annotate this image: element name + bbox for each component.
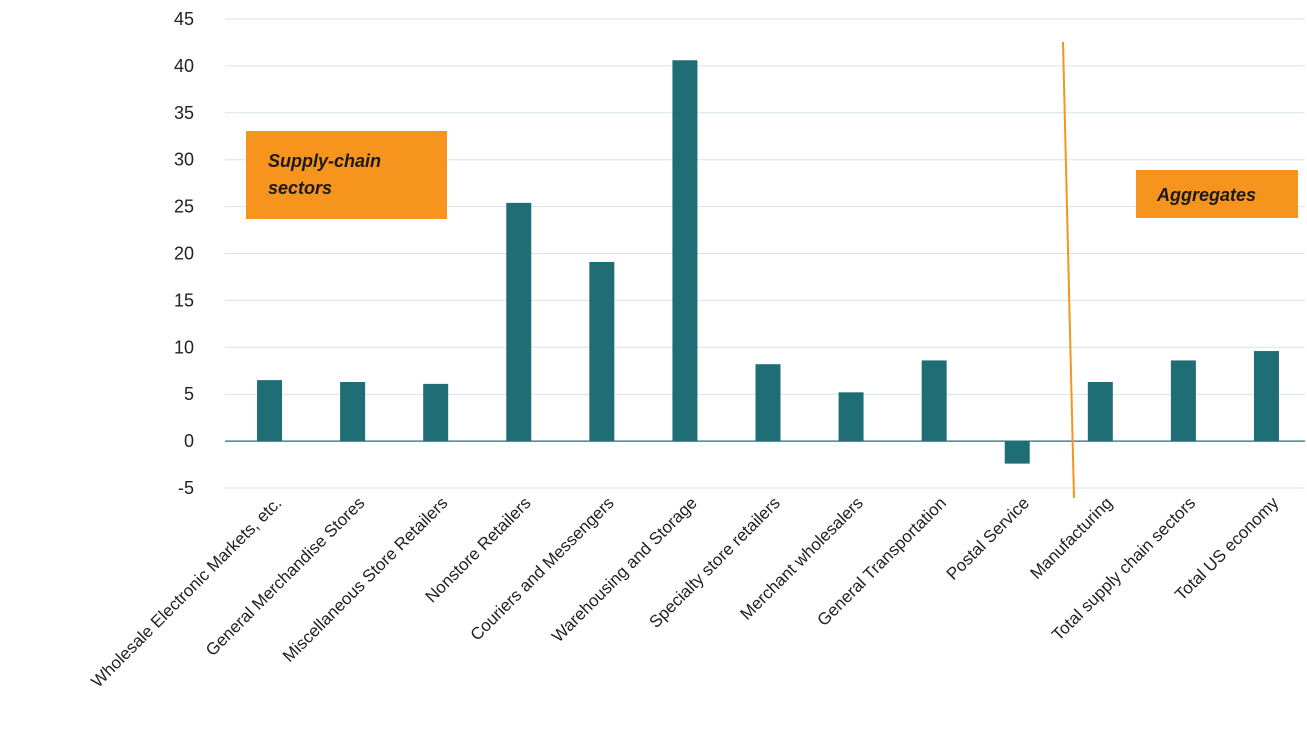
x-category-label: Warehousing and Storage (548, 493, 701, 646)
callout-supply-chain-line2: sectors (268, 178, 332, 198)
y-tick-label: 30 (174, 150, 194, 170)
bar (1004, 441, 1030, 464)
callout-supply-chain: Supply-chain sectors (246, 131, 447, 219)
callout-aggregates: Aggregates (1136, 170, 1298, 218)
bar (1087, 382, 1113, 442)
bar (921, 360, 947, 442)
x-category-label: Total supply chain sectors (1048, 493, 1199, 644)
y-tick-label: -5 (178, 478, 194, 498)
y-tick-label: 25 (174, 197, 194, 217)
callout-aggregates-text: Aggregates (1156, 185, 1256, 205)
x-category-label: Postal Service (943, 493, 1033, 583)
y-tick-label: 10 (174, 337, 194, 357)
x-category-label: General Merchandise Stores (202, 493, 368, 659)
bar (257, 380, 283, 442)
section-divider-line (1062, 41, 1075, 499)
callout-supply-chain-line1: Supply-chain (268, 151, 381, 171)
bar (1170, 360, 1196, 442)
y-tick-label: 20 (174, 244, 194, 264)
y-axis-ticks: 45 40 35 30 25 20 15 10 5 0 -5 (174, 9, 194, 498)
bar (838, 392, 864, 442)
bar (506, 202, 532, 442)
x-category-label: Miscellaneous Store Retailers (279, 493, 451, 665)
bar (340, 382, 366, 442)
y-tick-label: 45 (174, 9, 194, 29)
x-category-label: Couriers and Messengers (467, 493, 618, 644)
y-tick-label: 40 (174, 56, 194, 76)
y-tick-label: 15 (174, 290, 194, 310)
y-tick-label: 5 (184, 384, 194, 404)
callout-supply-chain-box (246, 131, 447, 219)
bar (423, 383, 449, 442)
callout-aggregates-box (1136, 170, 1298, 218)
bar (755, 364, 781, 442)
bar (589, 261, 615, 442)
bar (672, 60, 698, 442)
y-tick-label: 35 (174, 103, 194, 123)
x-axis-labels: Wholesale Electronic Markets, etc.Genera… (88, 493, 1283, 691)
bar (1253, 351, 1279, 442)
y-tick-label: 0 (184, 431, 194, 451)
bars (257, 60, 1279, 464)
x-category-label: Manufacturing (1027, 493, 1117, 583)
